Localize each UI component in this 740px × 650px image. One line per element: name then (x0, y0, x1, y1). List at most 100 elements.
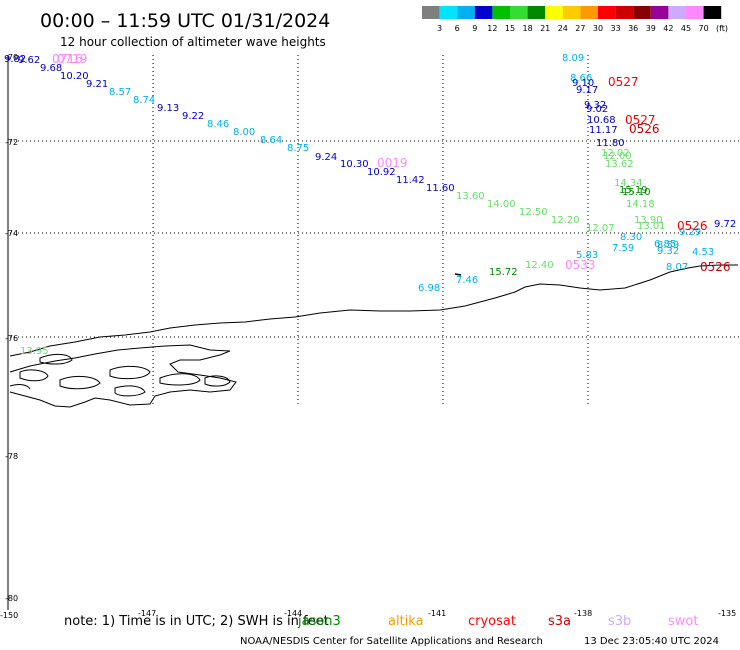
time-label: 0719 (57, 52, 88, 66)
legend-tick-label: 36 (628, 24, 638, 33)
legend-tick-label: 9 (472, 24, 477, 33)
wave-label: 13.62 (605, 159, 634, 170)
time-label: 0019 (377, 156, 408, 170)
lon-label: -138 (574, 609, 592, 618)
track-mark (454, 273, 462, 276)
wave-label: 9.32 (584, 100, 606, 111)
wave-label: 9.32 (657, 246, 679, 257)
wave-label: 9.29 (679, 227, 701, 238)
wave-label: 12.00 (603, 151, 632, 162)
legend-swatch (492, 6, 510, 19)
wave-label: 8.46 (207, 119, 229, 130)
legend-tick-label: 12 (487, 24, 497, 33)
time-label: 0527 (608, 75, 639, 89)
wave-label: 14.34 (614, 178, 643, 189)
map-grid (7, 55, 740, 610)
wave-label: 4.53 (692, 247, 714, 258)
legend-swatch (562, 6, 581, 19)
wave-label: 9.22 (182, 111, 204, 122)
lon-label: -141 (428, 609, 446, 618)
longitude-labels: -150 -147 -144 -141 -138 -135 (0, 609, 736, 620)
wave-label: 6.98 (418, 283, 440, 294)
wave-label: 8.59 (657, 240, 679, 251)
wave-label: 12.07 (586, 223, 615, 234)
legend-tick-label: 42 (663, 24, 673, 33)
legend-tick-label: 27 (575, 24, 585, 33)
wave-label: 15.19 (619, 185, 648, 196)
lat-label: -80 (5, 594, 18, 603)
wave-label: 9.10 (572, 78, 594, 89)
legend-swatch (422, 6, 440, 19)
satellite-name: s3b (608, 614, 631, 629)
time-label: 0533 (565, 258, 596, 272)
wave-label: 13.01 (637, 221, 666, 232)
wave-label: 14.00 (487, 199, 516, 210)
legend-tick-label: 45 (681, 24, 691, 33)
wave-label: 10.20 (60, 71, 89, 82)
wave-label: 8.00 (233, 127, 255, 138)
satellite-name: jason3 (297, 614, 341, 629)
legend-swatch (457, 6, 475, 19)
wave-label: 9.62 (18, 55, 40, 66)
wave-label: 9.68 (40, 63, 62, 74)
wave-label: 8.75 (287, 143, 309, 154)
wave-label: 14.18 (626, 199, 655, 210)
legend-swatch (615, 6, 634, 19)
legend-tick-label: 18 (523, 24, 533, 33)
time-label: 0716 (52, 52, 83, 66)
wave-label: 8.30 (620, 232, 642, 243)
lon-label: -144 (284, 609, 302, 618)
wave-label: 9.21 (86, 79, 108, 90)
lat-label: -78 (5, 452, 18, 461)
legend-tick-label: 70 (699, 24, 709, 33)
legend-tick-label: 15 (505, 24, 515, 33)
wave-label: 12.20 (551, 215, 580, 226)
lat-label: -72 (5, 138, 18, 147)
wave-label: 12.50 (519, 207, 548, 218)
lon-label: -135 (718, 609, 736, 618)
wave-label: 15.72 (489, 267, 518, 278)
legend-swatch (633, 6, 651, 19)
wave-label: 5.83 (576, 250, 598, 261)
legend-swatch (650, 6, 669, 19)
legend-tick-label: 39 (646, 24, 656, 33)
wave-label: 9.24 (315, 152, 337, 163)
legend-swatch (474, 6, 493, 19)
wave-label: 11.17 (589, 125, 618, 136)
wave-label: 8.57 (109, 87, 131, 98)
satellite-name: swot (668, 614, 698, 629)
wave-label: 7.59 (612, 243, 634, 254)
wave-label: 11.42 (396, 175, 425, 186)
lat-label: -70 (5, 53, 18, 62)
wave-label: 7.46 (456, 275, 478, 286)
coastline (9, 264, 738, 408)
footer-timestamp: 13 Dec 23:05:40 UTC 2024 (584, 636, 719, 647)
legend-unit: (ft) (716, 24, 728, 33)
wave-label: 9.72 (714, 219, 736, 230)
wave-label: 13.95 (20, 346, 49, 357)
wave-track-c: 6.98 7.46 15.72 12.40 5.83 13.95 (20, 250, 598, 357)
note-text: note: 1) Time is in UTC; 2) SWH is in fe… (64, 614, 329, 629)
wave-label: 8.66 (570, 73, 592, 84)
wave-label: 9.82 (4, 54, 26, 65)
legend-tick-label: 6 (455, 24, 460, 33)
wave-label: 6.85 (654, 239, 676, 250)
legend-swatch (527, 6, 546, 19)
legend-tick-label: 21 (540, 24, 550, 33)
color-scale-legend: 3 6 9 12 15 18 21 24 27 30 33 36 39 42 45 70 (ft) (422, 6, 728, 33)
footer-credit: NOAA/NESDIS Center for Satellite Applica… (240, 636, 543, 647)
legend-tick-label: 33 (611, 24, 621, 33)
legend-swatch (598, 6, 616, 19)
wave-label: 10.92 (367, 167, 396, 178)
time-label: 0527 (625, 113, 656, 127)
wave-label: 13.60 (456, 191, 485, 202)
legend-swatch (510, 6, 528, 19)
map-title: 00:00 – 11:59 UTC 01/31/2024 (40, 10, 330, 32)
legend-swatch (686, 6, 704, 19)
lon-label: -150 (0, 611, 18, 620)
time-label: 0526 (700, 260, 731, 274)
lat-label: -76 (5, 334, 18, 343)
legend-swatch (439, 6, 458, 19)
wave-label: 15.10 (622, 187, 651, 198)
